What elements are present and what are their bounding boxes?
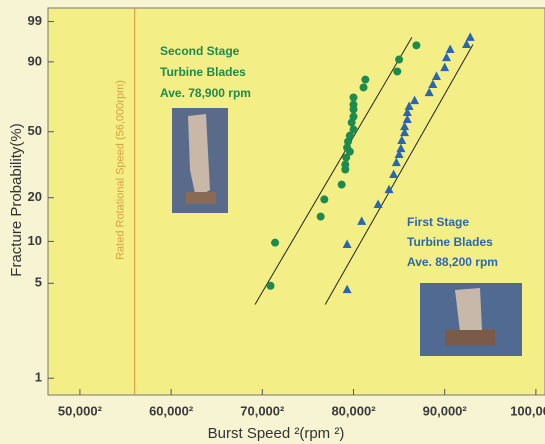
chart: Second Stage Turbine Blades Ave. 78,900 … — [0, 0, 545, 444]
blade-root — [186, 192, 216, 204]
data-point — [320, 195, 328, 203]
annotation-line: Turbine Blades — [407, 235, 493, 249]
annotation-line: Ave. 78,900 rpm — [160, 86, 251, 100]
data-point — [395, 56, 403, 64]
blade-root — [445, 330, 495, 346]
x-tick-label: 80,000² — [331, 403, 376, 418]
data-point — [349, 94, 357, 102]
y-tick-label: 90 — [28, 53, 42, 68]
x-tick-label: 100,000² — [510, 403, 545, 418]
data-point — [341, 161, 349, 169]
data-point — [349, 126, 357, 134]
y-tick-label: 10 — [28, 233, 42, 248]
x-axis-title: Burst Speed ²(rpm ²) — [208, 425, 345, 442]
x-tick-label: 60,000² — [149, 403, 194, 418]
y-tick-label: 99 — [28, 13, 42, 28]
annotation-line: First Stage — [407, 215, 469, 229]
data-point — [349, 101, 357, 109]
x-tick-label: 70,000² — [240, 403, 285, 418]
data-point — [360, 83, 368, 91]
y-tick-label: 1 — [35, 370, 42, 385]
data-point — [361, 76, 369, 84]
x-tick-label: 90,000² — [423, 403, 468, 418]
y-tick-label: 50 — [28, 123, 42, 138]
data-point — [338, 181, 346, 189]
annotation-line: Ave. 88,200 rpm — [407, 255, 498, 269]
y-tick-label: 20 — [28, 189, 42, 204]
data-point — [349, 113, 357, 121]
data-point — [271, 239, 279, 247]
data-point — [412, 41, 420, 49]
data-point — [393, 67, 401, 75]
x-tick-label: 50,000² — [58, 403, 103, 418]
data-point — [267, 282, 275, 290]
y-axis-title: Fracture Probability(%) — [8, 123, 25, 276]
y-tick-label: 5 — [35, 275, 42, 290]
data-point — [317, 213, 325, 221]
reference-label: Rated Rotational Speed (56,000rpm) — [115, 80, 127, 260]
annotation-line: Second Stage — [160, 44, 240, 58]
annotation-line: Turbine Blades — [160, 65, 246, 79]
